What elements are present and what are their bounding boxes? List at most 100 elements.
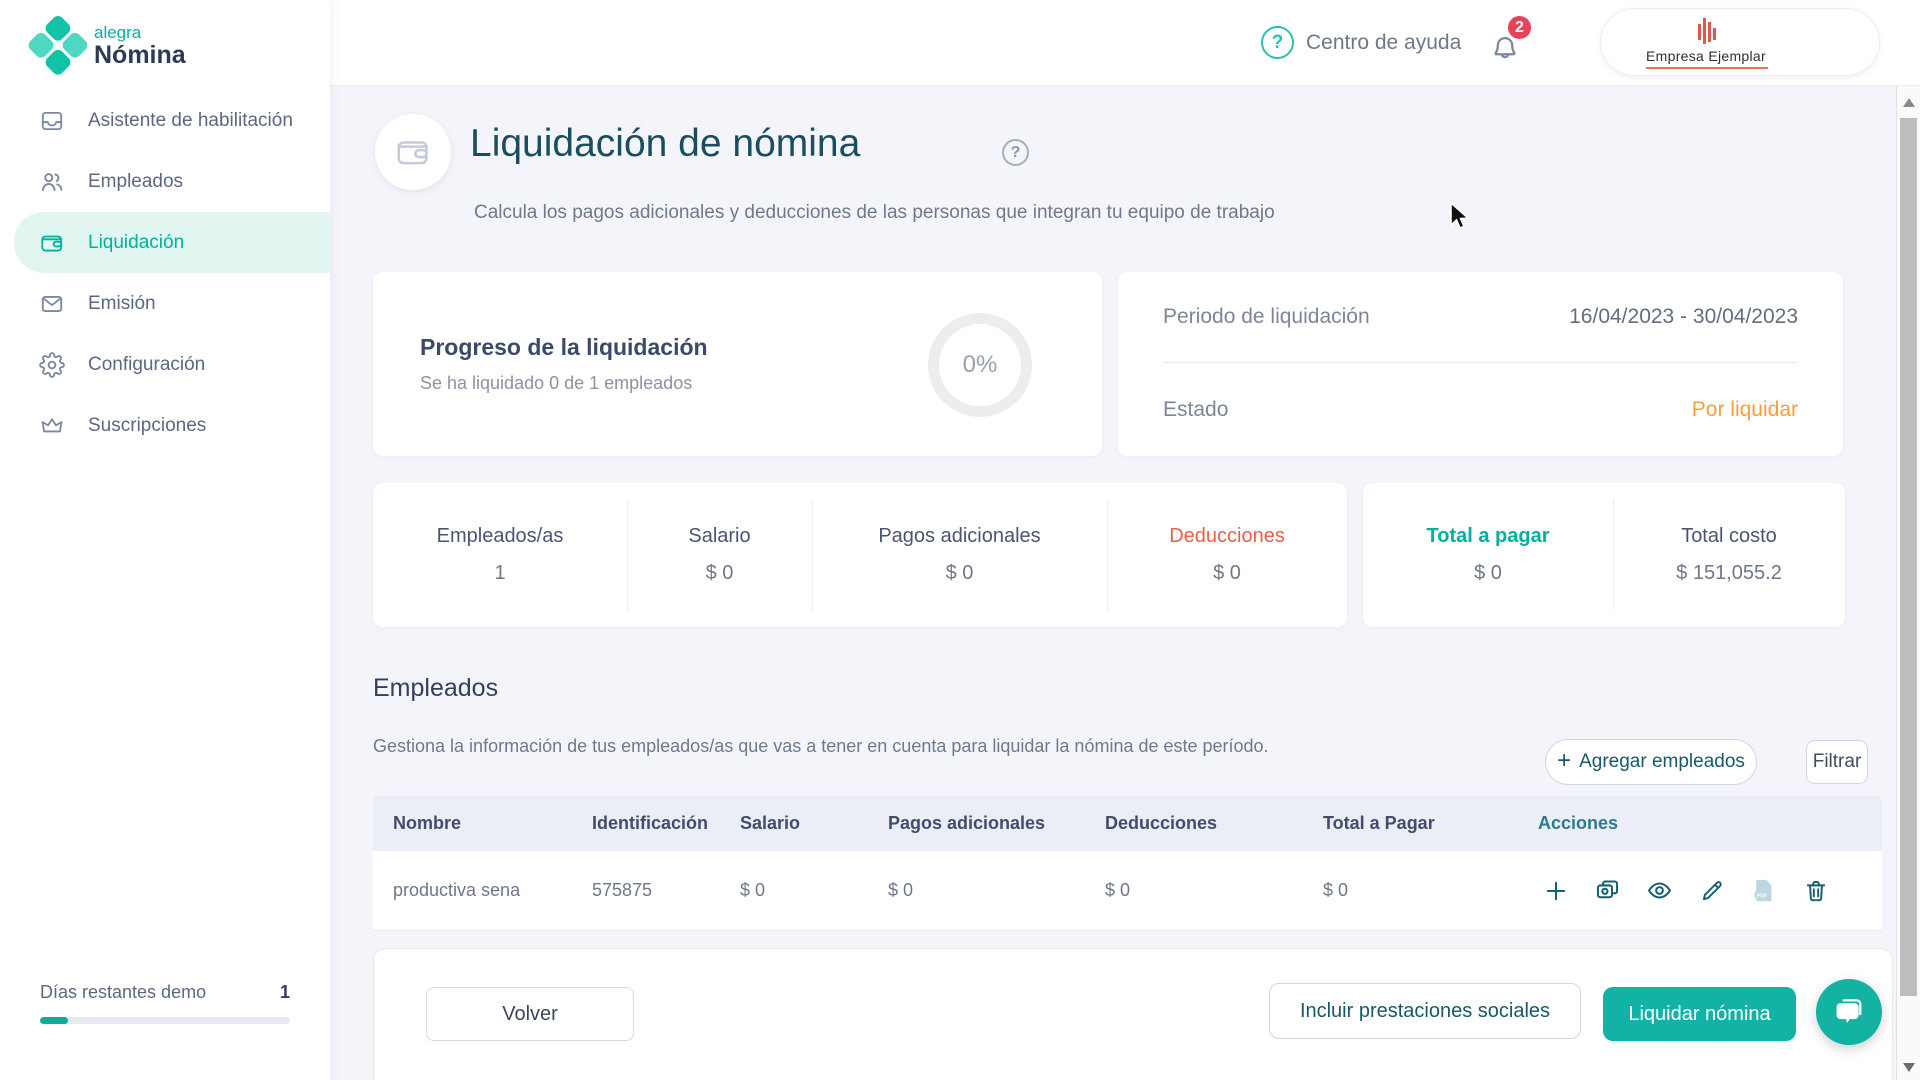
sidebar-nav: Asistente de habilitación Empleados Liqu… (0, 90, 330, 456)
demo-days-box: Días restantes demo 1 (40, 982, 290, 1024)
sidebar-item-label: Empleados (88, 170, 184, 192)
footer-actions-bar: Volver Incluir prestaciones sociales Liq… (373, 948, 1893, 1080)
sidebar-item-liquidacion[interactable]: Liquidación (14, 212, 330, 273)
sidebar-item-label: Liquidación (88, 231, 185, 253)
divider (1613, 499, 1614, 611)
svg-text:PDF: PDF (1757, 893, 1767, 899)
period-value: 16/04/2023 - 30/04/2023 (1569, 305, 1798, 328)
scrollbar-thumb[interactable] (1900, 118, 1917, 996)
cell-total: $ 0 (1323, 880, 1349, 900)
col-header-identificacion: Identificación (592, 813, 709, 833)
stat-value-salario: $ 0 (705, 562, 734, 584)
sidebar-item-label: Configuración (88, 353, 206, 375)
chat-icon (1836, 999, 1862, 1024)
stat-label-deducciones: Deducciones (1169, 525, 1285, 547)
total-a-pagar-label: Total a pagar (1426, 525, 1550, 547)
progress-card: Progreso de la liquidación Se ha liquida… (373, 272, 1102, 456)
progress-subtitle: Se ha liquidado 0 de 1 empleados (420, 373, 693, 393)
cell-nombre: productiva sena (393, 880, 521, 900)
cell-salario: $ 0 (740, 880, 766, 900)
vertical-scrollbar (1896, 86, 1920, 1080)
cell-pagos: $ 0 (888, 880, 914, 900)
company-name: Empresa Ejemplar (1646, 48, 1766, 64)
settle-payroll-button[interactable]: Liquidar nómina (1603, 987, 1796, 1041)
notifications-button[interactable]: 2 (1489, 14, 1537, 72)
table-header-row: Nombre Identificación Salario Pagos adic… (373, 796, 1882, 851)
delete-icon[interactable] (1802, 877, 1829, 904)
add-payment-icon[interactable] (1542, 877, 1569, 904)
col-header-nombre: Nombre (393, 813, 462, 833)
divider (812, 499, 813, 611)
period-card: Periodo de liquidación 16/04/2023 - 30/0… (1118, 272, 1843, 456)
sidebar: alegra Nómina Asistente de habilitación … (0, 0, 330, 1080)
filter-button[interactable]: Filtrar (1806, 740, 1868, 784)
plus-icon: + (1557, 746, 1572, 774)
total-costo-value: $ 151,055.2 (1676, 562, 1782, 584)
brand-logo[interactable]: alegra Nómina (26, 13, 186, 78)
duplicate-payslip-icon[interactable] (1594, 877, 1621, 904)
stat-value-deducciones: $ 0 (1213, 562, 1241, 584)
bell-icon (1494, 37, 1516, 59)
sidebar-item-empleados[interactable]: Empleados (0, 151, 330, 212)
sidebar-item-asistente[interactable]: Asistente de habilitación (0, 90, 330, 151)
crown-icon (38, 412, 66, 440)
page-title-badge (375, 114, 451, 190)
col-header-deducciones: Deducciones (1105, 813, 1218, 833)
company-menu[interactable]: Empresa Ejemplar M (1600, 8, 1880, 76)
sidebar-item-configuracion[interactable]: Configuración (0, 334, 330, 395)
page-subtitle: Calcula los pagos adicionales y deduccio… (474, 202, 1275, 223)
cell-deducciones: $ 0 (1105, 880, 1131, 900)
edit-icon[interactable] (1698, 877, 1725, 904)
inbox-icon (38, 107, 66, 135)
status-label: Estado (1163, 397, 1229, 421)
wallet-badge-icon (397, 141, 428, 165)
back-button[interactable]: Volver (426, 987, 634, 1041)
sidebar-item-label: Asistente de habilitación (88, 109, 293, 131)
progress-percent: 0% (962, 351, 998, 378)
page-title: Liquidación de nómina (470, 122, 861, 165)
help-center-button[interactable]: ? Centro de ayuda (1261, 26, 1461, 59)
totals-card: Total a pagar $ 0 Total costo $ 151,055.… (1363, 483, 1845, 627)
col-header-acciones: Acciones (1538, 813, 1619, 833)
help-center-label: Centro de ayuda (1306, 30, 1462, 54)
period-label: Periodo de liquidación (1163, 305, 1370, 328)
gear-icon (38, 351, 66, 379)
demo-days-value: 1 (279, 982, 290, 1002)
stat-label-salario: Salario (688, 525, 751, 547)
main-content: Liquidación de nómina ? Calcula los pago… (330, 86, 1896, 1080)
employees-section-title: Empleados (373, 674, 499, 702)
divider (1107, 499, 1108, 611)
total-costo-label: Total costo (1681, 525, 1777, 547)
brand-line2: Nómina (94, 40, 186, 69)
sidebar-item-suscripciones[interactable]: Suscripciones (0, 395, 330, 456)
include-benefits-button[interactable]: Incluir prestaciones sociales (1269, 983, 1581, 1039)
summary-card: Empleados/as 1 Salario $ 0 Pagos adicion… (373, 483, 1347, 627)
demo-progress-bar (40, 1017, 290, 1024)
chat-launcher[interactable] (1816, 979, 1882, 1045)
company-logo-icon (1698, 18, 1716, 46)
status-badge: Por liquidar (1691, 397, 1798, 421)
progress-title: Progreso de la liquidación (420, 334, 708, 360)
brand-line1: alegra (94, 22, 142, 42)
scroll-down-arrow[interactable] (1903, 1063, 1915, 1072)
add-employees-label: Agregar empleados (1579, 751, 1745, 772)
col-header-pagos: Pagos adicionales (888, 813, 1046, 833)
people-icon (38, 168, 66, 196)
employees-section-description: Gestiona la información de tus empleados… (373, 736, 1269, 756)
col-header-salario: Salario (740, 813, 801, 833)
stat-label-pagos: Pagos adicionales (878, 525, 1041, 547)
sidebar-item-label: Emisión (88, 292, 156, 314)
stat-label-empleados: Empleados/as (436, 525, 564, 547)
total-a-pagar-value: $ 0 (1474, 562, 1502, 584)
pdf-download-icon[interactable]: PDF (1750, 877, 1777, 904)
sidebar-item-label: Suscripciones (88, 414, 207, 436)
page-help-icon[interactable]: ? (1002, 139, 1029, 166)
alegra-logo-icon (24, 12, 92, 80)
sidebar-item-emision[interactable]: Emisión (0, 273, 330, 334)
employees-table: Nombre Identificación Salario Pagos adic… (373, 796, 1882, 931)
demo-days-label: Días restantes demo (40, 982, 207, 1002)
stat-value-empleados: 1 (494, 562, 506, 584)
scroll-up-arrow[interactable] (1903, 98, 1915, 107)
add-employees-button[interactable]: + Agregar empleados (1545, 739, 1757, 785)
view-details-icon[interactable] (1646, 877, 1673, 904)
